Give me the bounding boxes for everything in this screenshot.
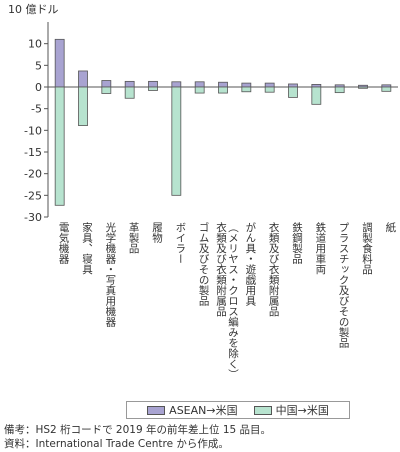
category-label-0: 電気機器 xyxy=(58,222,70,265)
category-label-1: 家具、寝具 xyxy=(81,221,93,275)
y-tick-label: 10 xyxy=(28,38,42,51)
category-label-14: 紙 xyxy=(384,221,396,233)
bar-china-2 xyxy=(101,86,112,94)
y-tick-label: -30 xyxy=(24,211,42,224)
category-label-13: 調製食料品 xyxy=(361,221,373,275)
category-label-line: ゴム及びその製品 xyxy=(198,221,210,307)
bar-china-1 xyxy=(78,86,88,126)
bar-china-13 xyxy=(358,86,368,89)
bar-asean-4 xyxy=(148,80,158,88)
notes: 備考：HS2 桁コードで 2019 年の前年差上位 15 品目。 資料：Inte… xyxy=(4,423,271,451)
y-tick-label: -25 xyxy=(24,189,42,202)
category-label-line: ボイラー xyxy=(174,222,186,264)
note-source: 資料：International Trade Centre から作成。 xyxy=(4,438,229,450)
category-label-line: 衣類及び衣類附属品 xyxy=(268,221,280,317)
bar-asean-5 xyxy=(171,81,182,88)
category-label-line: （メリヤス・クロス編みを除く） xyxy=(227,222,239,380)
category-label-10: 鉄鋼製品 xyxy=(291,221,303,265)
legend-swatch-china xyxy=(253,405,272,415)
category-label-line: 家具、寝具 xyxy=(81,221,93,275)
y-tick-label: -5 xyxy=(31,103,42,116)
category-labels: 電気機器 家具、寝具 光学機器・写真用機器 革製品 履物 ボイラー ゴム及びその製品 衣類及び… xyxy=(58,221,397,379)
category-label-line: 鉄鋼製品 xyxy=(291,221,303,265)
category-label-2: 光学機器・写真用機器 xyxy=(104,221,116,328)
note-remark: 備考：HS2 桁コードで 2019 年の前年差上位 15 品目。 xyxy=(4,424,272,436)
bar-asean-8 xyxy=(241,82,252,88)
category-label-line: 電気機器 xyxy=(58,222,70,265)
bar-china-11 xyxy=(311,86,322,105)
bar-asean-6 xyxy=(194,81,205,88)
bar-asean-9 xyxy=(264,82,275,88)
category-label-9: 衣類及び衣類附属品 xyxy=(268,221,280,317)
bar-china-8 xyxy=(241,86,252,93)
y-tick-label: 0 xyxy=(35,81,42,94)
category-label-line: 光学機器・写真用機器 xyxy=(104,221,116,328)
y-tick-label: -20 xyxy=(24,168,42,181)
category-label-line: がん具・遊戯用具 xyxy=(244,221,256,307)
category-label-line: 履物 xyxy=(151,222,163,244)
bar-asean-3 xyxy=(124,80,135,88)
bar-china-4 xyxy=(148,86,158,91)
bar-china-6 xyxy=(194,86,205,94)
bar-china-14 xyxy=(381,86,392,92)
y-tick-label: -10 xyxy=(24,124,42,137)
bar-china-0 xyxy=(54,86,65,206)
bar-asean-1 xyxy=(78,70,88,88)
legend-item-china: 中国→米国 xyxy=(253,402,329,418)
category-label-line: 衣類及び衣類附属品 xyxy=(215,221,227,317)
bar-china-5 xyxy=(171,86,182,196)
category-label-4: 履物 xyxy=(151,222,163,244)
bar-asean-7 xyxy=(218,81,228,88)
bar-chart: 10 億ドル 10 5 0 -5 -10 -15 -20 -25 -30 電気機器 家具、寝具 光学… xyxy=(8,3,398,380)
bar-china-7 xyxy=(218,86,228,94)
category-label-5: ボイラー xyxy=(174,222,186,264)
legend-label-asean: ASEAN→米国 xyxy=(169,404,238,417)
category-label-11: 鉄道用車両 xyxy=(314,221,326,275)
y-tick-label: -15 xyxy=(24,146,42,159)
legend-swatch-asean xyxy=(147,405,166,415)
bar-china-10 xyxy=(288,86,298,98)
bar-china-12 xyxy=(334,86,345,94)
legend: ASEAN→米国 中国→米国 xyxy=(126,401,350,419)
bar-asean-0 xyxy=(54,38,65,88)
category-label-8: がん具・遊戯用具 xyxy=(244,221,256,307)
bar-asean-2 xyxy=(101,80,112,88)
bar-china-9 xyxy=(264,86,275,93)
category-label-12: プラスチック及びその製品 xyxy=(338,222,350,349)
category-label-line: 鉄道用車両 xyxy=(314,221,326,275)
legend-item-asean: ASEAN→米国 xyxy=(147,402,238,418)
bars xyxy=(54,38,392,206)
legend-label-china: 中国→米国 xyxy=(275,404,329,417)
category-label-3: 革製品 xyxy=(128,221,140,254)
category-label-6: ゴム及びその製品 xyxy=(198,221,210,307)
category-label-line: 革製品 xyxy=(128,221,140,254)
unit-label: 10 億ドル xyxy=(8,3,59,16)
bar-asean-10 xyxy=(288,83,298,88)
category-label-line: 調製食料品 xyxy=(361,221,373,275)
bar-china-3 xyxy=(124,86,135,99)
category-label-line: プラスチック及びその製品 xyxy=(338,222,350,349)
category-label-line: 紙 xyxy=(384,221,396,233)
y-tick-label: 5 xyxy=(35,59,42,72)
category-label-7: 衣類及び衣類附属品 （メリヤス・クロス編みを除く） xyxy=(215,221,239,379)
